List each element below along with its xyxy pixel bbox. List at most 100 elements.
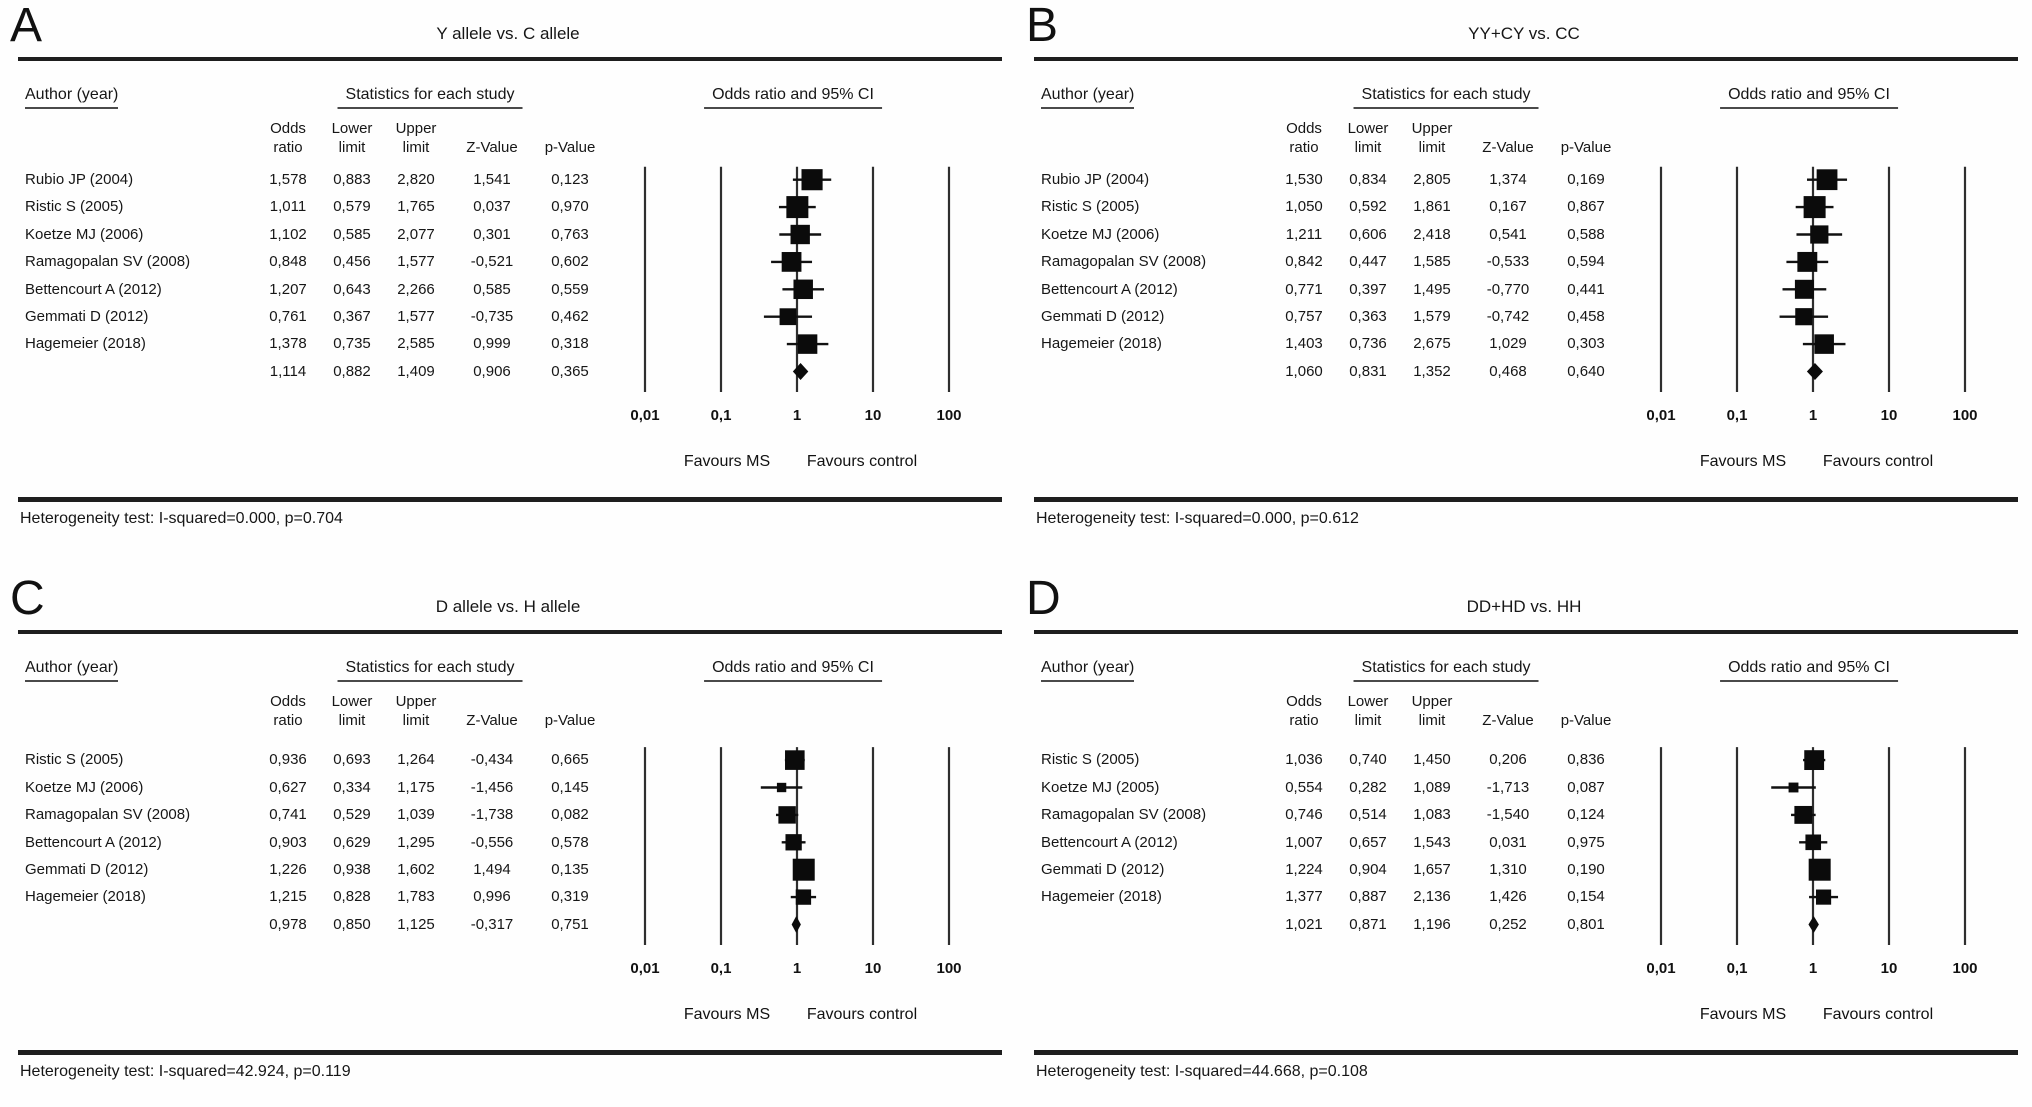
cell-upper-limit: 2,266: [397, 280, 435, 298]
cell-upper-limit: 1,543: [1413, 833, 1451, 851]
cell-lower-limit: 0,606: [1349, 225, 1387, 243]
subheader-ratio: ratio: [1289, 712, 1319, 729]
cell-lower-limit: 0,282: [1349, 778, 1387, 796]
panel-b: B YY+CY vs. CC Author (year) Statistics …: [1016, 0, 2032, 553]
subheader-p-value: p-Value: [544, 712, 596, 729]
cell-author: Bettencourt A (2012): [25, 280, 162, 298]
favours-right-label: Favours control: [1823, 453, 1933, 470]
table-row: Ramagopalan SV (2008) 0,746 0,514 1,083 -1,5…: [1016, 801, 1656, 828]
table-row: Bettencourt A (2012) 1,007 0,657 1,543 0,031…: [1016, 829, 1656, 856]
cell-author: Hagemeier (2018): [25, 335, 146, 353]
study-square: [1795, 308, 1813, 326]
cell-p-value: 0,458: [1567, 308, 1605, 325]
summary-row: 1,060 0,831 1,352 0,468 0,640: [1016, 358, 1656, 385]
cell-upper-limit: 2,077: [397, 225, 435, 243]
cell-lower-limit: 0,456: [333, 253, 371, 271]
study-square: [785, 834, 802, 851]
cell-lower-limit: 0,367: [333, 308, 371, 325]
axis-tick-label: 100: [936, 407, 961, 424]
study-square: [1788, 782, 1799, 793]
cell-p-value: 0,082: [551, 806, 589, 824]
cell-p-value: 0,124: [1567, 806, 1605, 824]
study-square: [1808, 858, 1831, 881]
favours-left-label: Favours MS: [684, 453, 770, 470]
axis-tick-label: 0,01: [1646, 407, 1675, 424]
subheader-upper: Upper: [1411, 120, 1453, 137]
cell-lower-limit: 0,850: [333, 915, 371, 933]
forest-plot: 0,01 0,1 1 10 100 Favours MS Favours control: [1646, 747, 1978, 1023]
cell-author: Rubio JP (2004): [1041, 171, 1150, 188]
subheader-lower-limit: limit: [338, 712, 366, 729]
column-header-author: Author (year): [25, 86, 119, 109]
cell-odds-ratio: 1,007: [1285, 833, 1323, 851]
cell-upper-limit: 1,409: [397, 362, 435, 380]
table-row: Gemmati D (2012) 0,761 0,367 1,577 -0,735 0,4…: [0, 303, 640, 330]
cell-lower-limit: 0,887: [1349, 888, 1387, 906]
subheader-ratio: ratio: [273, 712, 303, 729]
axis-tick-label: 1: [1809, 960, 1817, 977]
table-row: Koetze MJ (2006) 1,102 0,585 2,077 0,301 0,76…: [0, 221, 640, 248]
cell-upper-limit: 2,418: [1413, 225, 1451, 243]
cell-lower-limit: 0,882: [333, 362, 371, 380]
table-row: Koetze MJ (2005) 0,554 0,282 1,089 -1,713 0,0…: [1016, 774, 1656, 801]
panel-title: Y allele vs. C allele: [436, 24, 580, 43]
cell-odds-ratio: 1,403: [1285, 335, 1323, 353]
panel-title: YY+CY vs. CC: [1468, 24, 1580, 43]
cell-upper-limit: 2,585: [397, 335, 435, 353]
cell-p-value: 0,970: [551, 198, 589, 216]
cell-p-value: 0,169: [1567, 171, 1605, 188]
study-square: [1797, 251, 1818, 272]
subheader-odds: Odds: [270, 120, 306, 137]
cell-upper-limit: 1,264: [397, 751, 435, 769]
cell-lower-limit: 0,871: [1349, 915, 1387, 933]
panel-title: DD+HD vs. HH: [1466, 597, 1582, 616]
cell-z-value: 0,585: [473, 280, 511, 298]
cell-odds-ratio: 1,021: [1285, 915, 1323, 933]
cell-odds-ratio: 1,207: [269, 280, 307, 298]
study-square: [1805, 834, 1822, 851]
cell-p-value: 0,135: [551, 861, 589, 878]
cell-author: Ramagopalan SV (2008): [1041, 806, 1207, 824]
subheader-lower: Lower: [331, 120, 373, 137]
cell-z-value: -0,317: [470, 915, 514, 933]
cell-lower-limit: 0,334: [333, 778, 371, 796]
subheader-z-value: Z-Value: [1482, 712, 1534, 729]
axis-tick-label: 10: [1881, 960, 1898, 977]
cell-author: Gemmati D (2012): [25, 308, 149, 325]
table-row: Rubio JP (2004) 1,530 0,834 2,805 1,374 0,169: [1016, 166, 1656, 193]
cell-author: Ramagopalan SV (2008): [25, 253, 191, 271]
cell-p-value: 0,154: [1567, 888, 1605, 906]
cell-z-value: 1,310: [1489, 861, 1527, 878]
study-square: [1803, 196, 1826, 219]
heterogeneity-note: Heterogeneity test: I-squared=0.000, p=0…: [1036, 510, 1359, 527]
table-row: Hagemeier (2018) 1,403 0,736 2,675 1,029 0,30…: [1016, 330, 1656, 357]
cell-z-value: 0,999: [473, 335, 511, 353]
cell-z-value: 1,374: [1489, 171, 1527, 188]
favours-left-label: Favours MS: [684, 1006, 770, 1023]
subheader-upper-limit: limit: [402, 139, 430, 156]
cell-author: Ristic S (2005): [1041, 198, 1140, 216]
cell-lower-limit: 0,643: [333, 280, 371, 298]
cell-author: Ristic S (2005): [25, 751, 124, 769]
cell-upper-limit: 1,125: [397, 915, 435, 933]
axis-tick-label: 0,01: [1646, 960, 1675, 977]
subheader-upper: Upper: [1411, 693, 1453, 710]
cell-p-value: 0,365: [551, 362, 589, 380]
cell-odds-ratio: 1,530: [1285, 171, 1323, 188]
cell-upper-limit: 1,295: [397, 833, 435, 851]
cell-p-value: 0,190: [1567, 861, 1605, 878]
column-header-odds-ratio-ci: Odds ratio and 95% CI: [704, 659, 882, 682]
subheader-odds: Odds: [1286, 120, 1322, 137]
cell-p-value: 0,559: [551, 280, 589, 298]
cell-p-value: 0,602: [551, 253, 589, 271]
cell-upper-limit: 2,820: [397, 171, 435, 188]
cell-upper-limit: 1,175: [397, 778, 435, 796]
table-row: Ristic S (2005) 0,936 0,693 1,264 -0,434 0,66…: [0, 746, 640, 773]
top-divider: [1034, 630, 2018, 634]
axis-tick-label: 0,1: [1727, 407, 1748, 424]
study-square: [797, 334, 818, 354]
subheader-z-value: Z-Value: [1482, 139, 1534, 156]
subheader-lower-limit: limit: [1354, 712, 1382, 729]
cell-odds-ratio: 0,903: [269, 833, 307, 851]
axis-tick-label: 10: [865, 407, 882, 424]
